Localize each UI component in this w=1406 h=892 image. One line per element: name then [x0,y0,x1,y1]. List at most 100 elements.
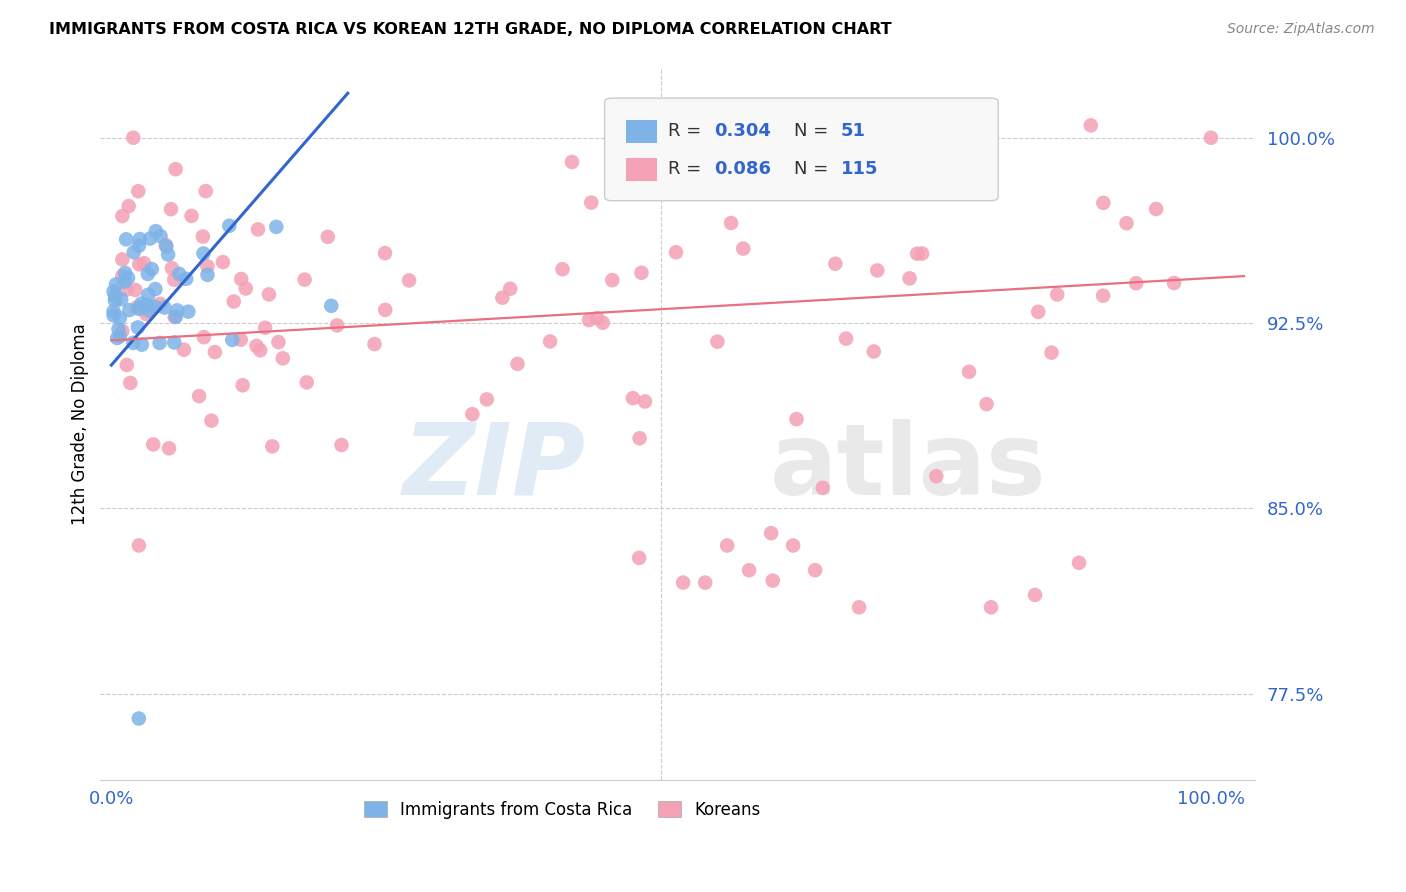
Point [167,267,190,281]
Point [163,335,186,350]
Point [114,266,136,280]
Text: Source: ZipAtlas.com: Source: ZipAtlas.com [1227,22,1375,37]
Point [561,155,583,169]
Point [231,272,253,286]
Point [132,256,155,270]
Point [716,539,738,553]
Point [142,437,165,451]
Point [245,339,267,353]
Point [266,219,288,234]
Text: N =: N = [794,122,834,140]
Point [114,275,136,289]
Point [105,331,128,345]
Text: N =: N = [794,161,834,178]
Point [630,266,652,280]
Point [111,209,134,223]
Point [1125,277,1147,291]
Point [149,297,172,311]
Point [120,376,142,390]
Point [115,283,138,297]
Point [138,303,160,318]
Point [866,263,889,277]
Point [111,252,134,267]
Point [127,184,149,198]
Point [1092,288,1115,302]
Point [905,246,928,260]
Text: 115: 115 [841,161,879,178]
Point [103,309,125,323]
Point [538,334,561,349]
Point [235,281,257,295]
Point [197,268,219,282]
Point [672,575,695,590]
Point [665,245,688,260]
Point [229,333,252,347]
Point [232,378,254,392]
Point [786,412,808,426]
Point [143,300,166,314]
Point [628,431,651,445]
Point [316,230,339,244]
Point [145,224,167,238]
Point [122,130,145,145]
Point [499,282,522,296]
Point [115,358,138,372]
Point [193,330,215,344]
Point [163,310,186,324]
Point [136,267,159,281]
Text: atlas: atlas [770,418,1046,516]
Point [925,469,948,483]
Point [506,357,529,371]
Point [759,526,782,541]
Point [124,283,146,297]
Point [218,219,240,233]
Point [143,282,166,296]
Point [104,293,127,308]
Point [1092,195,1115,210]
Point [111,268,134,283]
Text: ZIP: ZIP [402,418,585,516]
Point [221,333,243,347]
Point [118,199,141,213]
Point [128,238,150,252]
Point [180,209,202,223]
Point [824,257,846,271]
Point [128,257,150,271]
Point [135,298,157,312]
Point [621,391,644,405]
Point [592,316,614,330]
Point [117,271,139,285]
Point [586,311,609,326]
Point [108,329,131,343]
Point [398,273,420,287]
Point [706,334,728,349]
Text: R =: R = [668,161,707,178]
Point [222,294,245,309]
Text: 51: 51 [841,122,866,140]
Point [628,550,651,565]
Point [173,343,195,357]
Point [139,231,162,245]
Y-axis label: 12th Grade, No Diploma: 12th Grade, No Diploma [72,324,89,525]
Point [110,293,132,307]
Point [551,262,574,277]
Point [581,195,603,210]
Point [135,307,157,321]
Point [138,287,160,301]
Point [326,318,349,333]
Point [271,351,294,366]
Point [111,324,134,338]
Point [127,300,149,314]
Point [1163,276,1185,290]
Point [165,310,187,324]
Point [957,365,980,379]
Point [848,600,870,615]
Point [188,389,211,403]
Point [1026,305,1049,319]
Point [103,285,125,299]
Point [733,242,755,256]
Point [1046,287,1069,301]
Point [149,335,172,350]
Point [267,334,290,349]
Point [1080,119,1102,133]
